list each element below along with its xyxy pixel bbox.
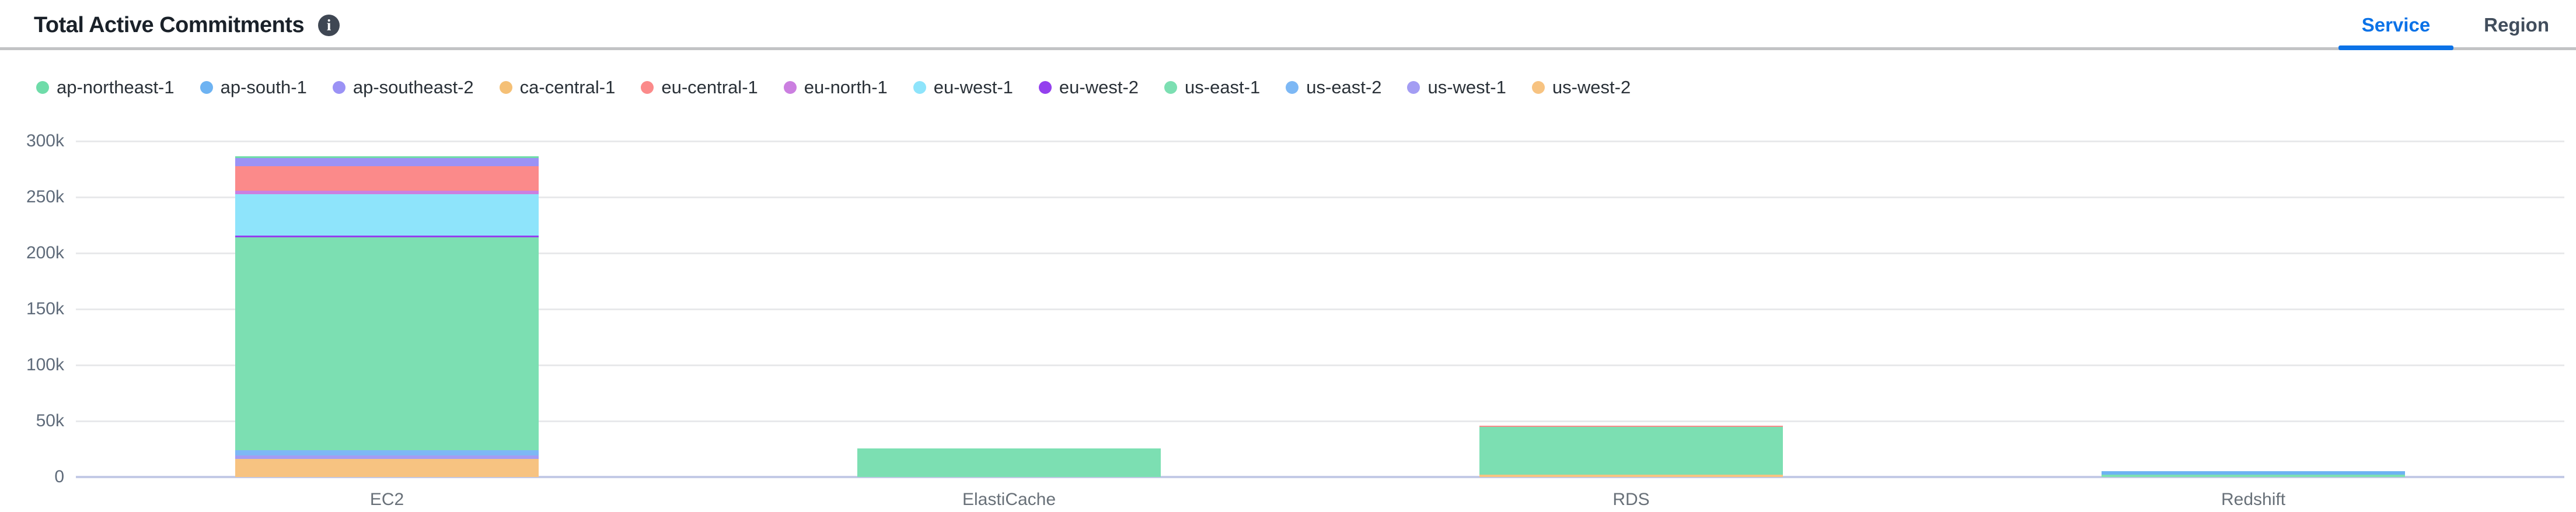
- bar-EC2: [235, 156, 539, 477]
- bar-segment-EC2-us-east-2[interactable]: [235, 450, 539, 455]
- legend-item-us-west-1[interactable]: us-west-1: [1407, 77, 1506, 98]
- tab-region[interactable]: Region: [2457, 0, 2576, 50]
- gridline-100k: [76, 364, 2564, 366]
- legend-dot-icon: [1164, 81, 1178, 94]
- legend-label: eu-north-1: [804, 77, 888, 97]
- bar-RDS: [1479, 426, 1783, 477]
- bar-ElastiCache: [857, 448, 1161, 477]
- legend-dot-icon: [1407, 81, 1420, 94]
- panel-title-group: Total Active Commitments i: [0, 0, 340, 50]
- bar-segment-EC2-ap-southeast-2[interactable]: [235, 158, 539, 167]
- y-axis-tick-100k: 100k: [26, 355, 64, 374]
- x-axis-label-EC2: EC2: [369, 490, 404, 509]
- chart-legend: ap-northeast-1 ap-south-1 ap-southeast-2 ca…: [36, 75, 2564, 100]
- legend-dot-icon: [36, 81, 49, 94]
- page-title: Total Active Commitments: [34, 12, 305, 37]
- bar-group-RDS: [1320, 141, 1942, 477]
- legend-dot-icon: [332, 81, 345, 94]
- info-icon[interactable]: i: [318, 14, 340, 36]
- legend-item-us-east-1[interactable]: us-east-1: [1164, 77, 1260, 98]
- view-tabs: Service Region: [2335, 0, 2576, 50]
- gridline-300k: [76, 140, 2564, 142]
- x-axis-label-RDS: RDS: [1612, 490, 1650, 509]
- bar-segment-RDS-us-west-2[interactable]: [1479, 474, 1783, 477]
- y-axis-tick-200k: 200k: [26, 243, 64, 262]
- x-axis-label-Redshift: Redshift: [2221, 490, 2286, 509]
- y-axis-tick-250k: 250k: [26, 187, 64, 206]
- gridline-0: [76, 476, 2564, 478]
- legend-item-us-east-2[interactable]: us-east-2: [1286, 77, 1381, 98]
- gridline-150k: [76, 308, 2564, 310]
- bar-segment-EC2-eu-north-1[interactable]: [235, 190, 539, 195]
- legend-item-eu-west-2[interactable]: eu-west-2: [1038, 77, 1139, 98]
- legend-item-eu-central-1[interactable]: eu-central-1: [641, 77, 758, 98]
- x-axis-label-ElastiCache: ElastiCache: [962, 490, 1056, 509]
- gridline-50k: [76, 420, 2564, 422]
- legend-item-ap-south-1[interactable]: ap-south-1: [200, 77, 307, 98]
- gridline-250k: [76, 196, 2564, 198]
- bar-segment-EC2-ap-northeast-1[interactable]: [235, 156, 539, 159]
- y-axis-tick-150k: 150k: [26, 299, 64, 318]
- bar-segment-EC2-eu-west-1[interactable]: [235, 194, 539, 236]
- stacked-bar-chart: 0 50k 100k 150k 200k 250k 300k EC2 ElastiCache RD…: [26, 131, 2564, 509]
- legend-dot-icon: [783, 81, 797, 94]
- legend-label: ap-northeast-1: [57, 77, 174, 97]
- legend-label: eu-west-2: [1059, 77, 1139, 97]
- legend-dot-icon: [641, 81, 654, 94]
- legend-label: eu-west-1: [933, 77, 1013, 97]
- gridline-200k: [76, 252, 2564, 254]
- y-axis-tick-50k: 50k: [36, 411, 64, 430]
- bar-Redshift: [2102, 471, 2405, 477]
- bar-segment-EC2-eu-west-2[interactable]: [235, 235, 539, 237]
- bar-segment-RDS-us-east-1[interactable]: [1479, 427, 1783, 475]
- bar-segment-EC2-us-west-2[interactable]: [235, 458, 539, 477]
- legend-dot-icon: [1038, 81, 1052, 94]
- legend-label: us-east-1: [1185, 77, 1261, 97]
- legend-item-ap-northeast-1[interactable]: ap-northeast-1: [36, 77, 174, 98]
- bar-segment-Redshift-us-east-1[interactable]: [2102, 474, 2405, 477]
- legend-item-us-west-2[interactable]: us-west-2: [1531, 77, 1631, 98]
- legend-item-ap-southeast-2[interactable]: ap-southeast-2: [332, 77, 474, 98]
- legend-label: us-east-2: [1306, 77, 1382, 97]
- bar-group-Redshift: [1942, 141, 2564, 477]
- bar-segment-ElastiCache-us-east-1[interactable]: [857, 448, 1161, 477]
- legend-label: eu-central-1: [661, 77, 758, 97]
- legend-item-eu-north-1[interactable]: eu-north-1: [783, 77, 888, 98]
- legend-dot-icon: [499, 81, 512, 94]
- legend-dot-icon: [913, 81, 926, 94]
- y-axis-tick-300k: 300k: [26, 131, 64, 150]
- legend-label: ca-central-1: [519, 77, 616, 97]
- legend-dot-icon: [1286, 81, 1299, 94]
- header-divider: [0, 47, 2576, 50]
- legend-label: us-west-2: [1552, 77, 1631, 97]
- legend-dot-icon: [1531, 81, 1545, 94]
- bar-segment-EC2-us-east-1[interactable]: [235, 237, 539, 450]
- bar-segment-RDS-eu-central-1[interactable]: [1479, 426, 1783, 427]
- bar-segment-EC2-us-west-1[interactable]: [235, 455, 539, 459]
- legend-label: us-west-1: [1427, 77, 1506, 97]
- bar-segment-Redshift-ap-south-1[interactable]: [2102, 471, 2405, 475]
- bar-group-EC2: [76, 141, 698, 477]
- panel-header: Total Active Commitments i Service Regio…: [0, 0, 2576, 50]
- legend-item-eu-west-1[interactable]: eu-west-1: [913, 77, 1013, 98]
- bar-group-ElastiCache: [698, 141, 1320, 477]
- y-axis-tick-0: 0: [54, 467, 64, 486]
- bar-segment-EC2-eu-central-1[interactable]: [235, 166, 539, 191]
- legend-dot-icon: [200, 81, 213, 94]
- tab-service[interactable]: Service: [2335, 0, 2457, 50]
- legend-label: ap-south-1: [220, 77, 307, 97]
- legend-label: ap-southeast-2: [352, 77, 474, 97]
- legend-item-ca-central-1[interactable]: ca-central-1: [499, 77, 616, 98]
